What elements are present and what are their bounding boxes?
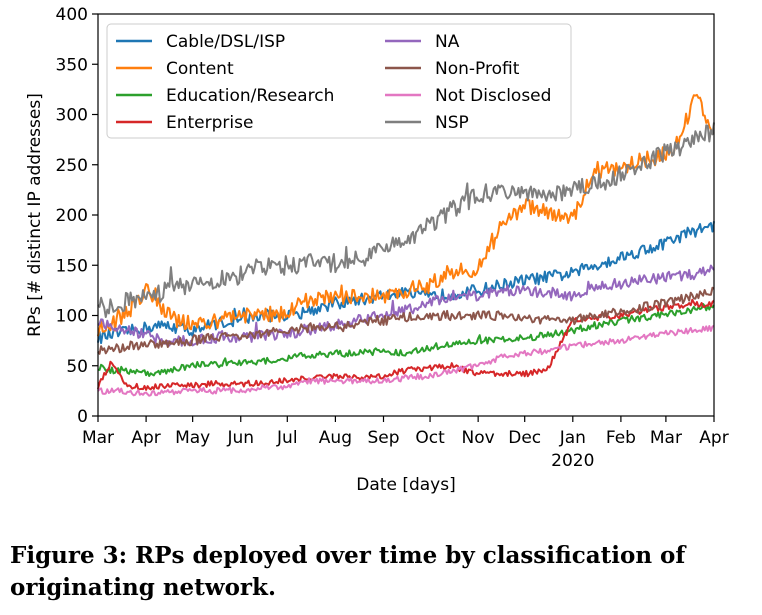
rp-deployment-chart: 0 50 100 150 200 250 300 350 400 Mar Apr May Jun Jul… bbox=[25, 5, 729, 495]
legend-label: Cable/DSL/ISP bbox=[166, 32, 285, 52]
x-axis-label: Date [days] bbox=[356, 475, 455, 495]
x-tick-label: Jun bbox=[226, 428, 254, 448]
series-line-enterprise bbox=[97, 298, 715, 391]
series-line-non-profit bbox=[97, 286, 715, 355]
x-tick-label: Apr bbox=[131, 428, 160, 448]
x-tick-label: Oct bbox=[415, 428, 445, 448]
legend-label: Content bbox=[166, 59, 234, 79]
series-line-not-disclosed bbox=[97, 324, 715, 397]
y-tick-label: 150 bbox=[56, 256, 88, 276]
legend-label: NSP bbox=[435, 113, 469, 133]
figure-caption: Figure 3: RPs deployed over time by clas… bbox=[10, 542, 686, 601]
x-tick-label: Aug bbox=[319, 428, 352, 448]
series-line-na bbox=[97, 264, 715, 347]
y-tick-label: 50 bbox=[66, 357, 88, 377]
y-tick-label: 400 bbox=[56, 5, 88, 25]
legend-label: Non-Profit bbox=[435, 59, 520, 79]
y-tick-label: 300 bbox=[56, 106, 88, 126]
series-line-education-research bbox=[97, 303, 715, 377]
y-tick-label: 0 bbox=[77, 407, 88, 427]
plot-area bbox=[97, 93, 715, 397]
series-line-content bbox=[97, 93, 715, 337]
y-tick-label: 100 bbox=[56, 307, 88, 327]
x-tick-label: May bbox=[175, 428, 210, 448]
legend-box bbox=[106, 23, 572, 139]
x-tick-year-label: 2020 bbox=[551, 451, 594, 471]
series-line-cable-dsl-isp bbox=[97, 221, 715, 345]
x-tick-label: Feb bbox=[606, 428, 636, 448]
x-tick-label: Apr bbox=[699, 428, 728, 448]
legend-label: Education/Research bbox=[166, 86, 334, 106]
x-tick-label: Dec bbox=[508, 428, 541, 448]
y-tick-label: 200 bbox=[56, 206, 88, 226]
x-tick-label: Mar bbox=[650, 428, 682, 448]
y-axis-label: RPs [# distinct IP addresses] bbox=[25, 93, 45, 337]
legend-label: NA bbox=[435, 32, 460, 52]
x-tick-label: Sep bbox=[367, 428, 399, 448]
series-line-nsp bbox=[97, 122, 715, 319]
legend: Cable/DSL/ISP Content Education/Research En… bbox=[106, 23, 572, 139]
y-tick-label: 350 bbox=[56, 55, 88, 75]
x-tick-label: Jan bbox=[559, 428, 586, 448]
x-tick-label: Jul bbox=[276, 428, 298, 448]
y-tick-label: 250 bbox=[56, 156, 88, 176]
x-tick-label: Mar bbox=[82, 428, 114, 448]
x-axis: Mar Apr May Jun Jul Aug Sep Oct Nov Dec Jan 2020 Feb… bbox=[82, 416, 729, 471]
legend-label: Enterprise bbox=[166, 113, 253, 133]
y-axis: 0 50 100 150 200 250 300 350 400 bbox=[56, 5, 98, 427]
legend-label: Not Disclosed bbox=[435, 86, 551, 106]
x-tick-label: Nov bbox=[462, 428, 495, 448]
